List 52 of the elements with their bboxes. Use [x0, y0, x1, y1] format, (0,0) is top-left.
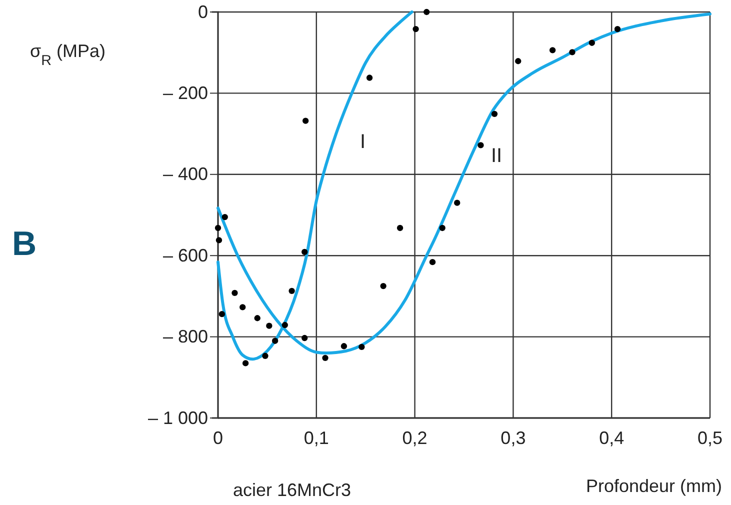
point — [515, 58, 522, 64]
y-tick-label: 0 — [198, 2, 208, 22]
x-tick-label: 0,3 — [500, 428, 526, 448]
point — [262, 352, 268, 359]
annotation: I — [360, 131, 366, 153]
point — [272, 338, 278, 344]
point — [412, 26, 419, 32]
point — [396, 224, 404, 232]
point — [454, 200, 460, 206]
x-tick-label: 0,5 — [697, 428, 723, 448]
point — [222, 214, 228, 220]
y-tick-label: – 600 — [162, 245, 208, 266]
point — [614, 26, 621, 32]
x-tick-label: 0 — [212, 428, 224, 448]
point — [380, 282, 386, 290]
point — [214, 224, 222, 232]
point — [322, 354, 328, 361]
point — [302, 334, 308, 342]
point — [549, 47, 556, 54]
x-tick-label: 0,1 — [304, 428, 329, 448]
text: B — [12, 225, 37, 263]
point — [242, 360, 249, 366]
y-tick-label: – 400 — [162, 164, 208, 184]
point — [340, 343, 348, 350]
y-tick-label: – 1 000 — [148, 408, 208, 428]
y-tick-label: – 200 — [162, 82, 208, 103]
point — [424, 8, 430, 16]
point — [588, 40, 596, 46]
point — [439, 224, 446, 232]
y-tick-label: – 800 — [162, 326, 208, 347]
annotation: II — [491, 145, 502, 167]
point — [240, 304, 246, 310]
point — [254, 315, 260, 322]
y-axis-title: σ$_{R}$ (MPa) — [30, 41, 106, 69]
point — [429, 259, 436, 266]
point — [478, 142, 484, 148]
x-tick-label: 0,2 — [402, 428, 428, 448]
point — [302, 118, 309, 124]
point — [266, 322, 272, 329]
point — [216, 237, 222, 244]
text: acier 16MnCr3 — [233, 480, 352, 500]
point — [366, 74, 373, 81]
point — [358, 344, 365, 350]
point — [302, 248, 308, 256]
point — [569, 49, 576, 56]
point — [491, 110, 498, 117]
x-axis-title: Profondeur (mm) — [586, 476, 722, 496]
x-tick-label: 0,4 — [599, 428, 624, 448]
point — [288, 288, 295, 294]
point — [232, 290, 238, 296]
point — [218, 310, 226, 318]
point — [282, 322, 288, 328]
